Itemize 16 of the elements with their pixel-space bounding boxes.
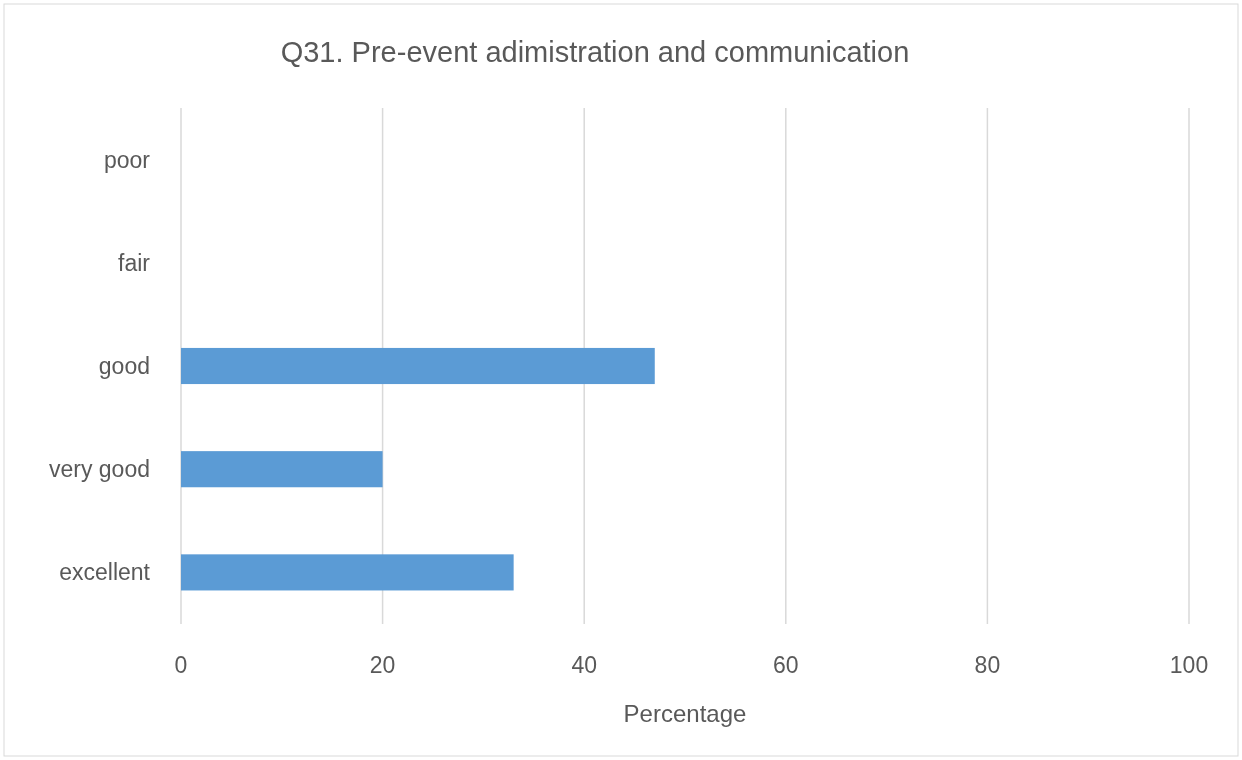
chart-title: Q31. Pre-event adimistration and communication [280,36,910,68]
x-tick-label: 60 [773,652,799,678]
bar [181,451,383,488]
x-tick-label: 20 [369,652,396,678]
bar [181,554,514,591]
x-tick-label: 0 [174,652,188,678]
y-tick-label: very good [48,456,150,483]
y-tick-label: fair [118,249,151,276]
y-tick-label: poor [103,146,151,173]
bar [181,347,655,385]
y-tick-label: excellent [59,559,151,586]
x-tick-label: 80 [974,652,1001,678]
x-tick-label: 100 [1169,652,1209,678]
x-tick-label: 40 [571,652,597,678]
x-axis-title: Percentage [623,700,747,727]
y-tick-label: good [98,353,150,379]
